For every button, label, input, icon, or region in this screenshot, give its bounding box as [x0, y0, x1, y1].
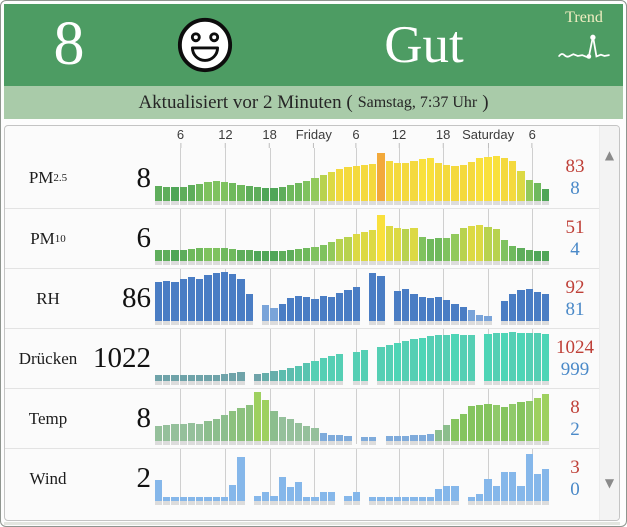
sparkline-chart-druecken — [153, 329, 551, 388]
metric-label-pm10: PM 10 — [30, 228, 66, 248]
metric-current-value-druecken: 1022 — [93, 342, 151, 374]
metric-minmax-rh: 92 81 — [551, 269, 599, 328]
time-tick: 18 — [262, 127, 277, 148]
status-label: Gut — [384, 16, 464, 74]
scroll-down-button[interactable]: ▼ — [604, 476, 615, 490]
metric-row-rh[interactable]: RH 86 92 81 — [5, 268, 599, 328]
smiley-face-icon — [176, 16, 234, 74]
metric-max-druecken: 1024 — [556, 336, 594, 358]
metric-current-value-rh: 86 — [122, 282, 151, 314]
time-tick: Saturday — [462, 127, 514, 148]
metric-label-rh: RH — [36, 288, 60, 308]
update-status-bar: Aktualisiert vor 2 Minuten ( Samstag, 7:… — [4, 86, 623, 119]
metric-current-value-temp: 8 — [136, 402, 152, 434]
metrics-panel: 6 12 18 Friday 6 12 18 Saturday 6 PM 2.5 8 83 8 PM 10 6… — [4, 125, 620, 521]
metrics-content: 6 12 18 Friday 6 12 18 Saturday 6 PM 2.5 8 83 8 PM 10 6… — [5, 126, 599, 520]
metric-current-value-pm10: 6 — [136, 222, 152, 254]
metric-label-temp: Temp — [28, 408, 68, 428]
sparkline-chart-pm10 — [153, 209, 551, 268]
metric-row-pm25[interactable]: PM 2.5 8 83 8 — [5, 148, 599, 208]
metric-minmax-pm10: 51 4 — [551, 209, 599, 268]
time-tick: 6 — [352, 127, 360, 148]
metric-row-pm10[interactable]: PM 10 6 51 4 — [5, 208, 599, 268]
metric-row-wind[interactable]: Wind 2 3 0 — [5, 448, 599, 508]
metric-label-druecken: Drücken — [18, 348, 78, 368]
aqi-value: 8 — [53, 10, 85, 78]
time-axis: 6 12 18 Friday 6 12 18 Saturday 6 — [153, 126, 551, 148]
updated-time: Samstag, 7:37 Uhr — [357, 93, 478, 111]
metric-min-druecken: 999 — [560, 358, 590, 380]
metric-current-value-pm25: 8 — [136, 161, 152, 194]
metric-label-pm25: PM 2.5 — [28, 168, 68, 187]
sparkline-chart-wind — [153, 449, 551, 508]
metric-max-wind: 3 — [570, 456, 580, 478]
trend-label: Trend — [565, 9, 603, 26]
updated-text: Aktualisiert vor 2 Minuten ( — [138, 91, 353, 113]
time-tick: 12 — [392, 127, 406, 148]
metric-minmax-pm25: 83 8 — [551, 148, 599, 208]
time-axis-row: 6 12 18 Friday 6 12 18 Saturday 6 — [5, 126, 599, 148]
metric-row-druecken[interactable]: Drücken 1022 1024 999 — [5, 328, 599, 388]
metric-max-pm25: 83 — [565, 156, 585, 177]
metric-row-temp[interactable]: Temp 8 8 2 — [5, 388, 599, 448]
time-tick: 6 — [529, 127, 536, 148]
sparkline-chart-temp — [153, 389, 551, 448]
metric-max-temp: 8 — [570, 396, 580, 418]
time-tick: 12 — [218, 127, 233, 148]
metric-min-temp: 2 — [570, 418, 580, 440]
metric-min-pm10: 4 — [570, 238, 580, 260]
trend-sparkline-icon — [558, 34, 610, 59]
metric-label-wind: Wind — [29, 468, 67, 488]
metric-min-wind: 0 — [570, 478, 580, 500]
sparkline-chart-pm25 — [153, 148, 551, 208]
sparkline-chart-rh — [153, 269, 551, 328]
metric-max-rh: 92 — [565, 276, 585, 298]
next-widget-peek — [4, 522, 620, 525]
metric-minmax-druecken: 1024 999 — [551, 329, 599, 388]
trend-button[interactable]: Trend — [549, 9, 619, 69]
metric-current-value-wind: 2 — [136, 462, 152, 494]
header: 8 Gut Trend — [4, 4, 623, 86]
scroll-up-button[interactable]: ▲ — [604, 148, 615, 162]
time-tick: 6 — [177, 127, 184, 148]
time-tick: Friday — [296, 127, 332, 148]
updated-text-close: ) — [482, 91, 489, 113]
scrollbar[interactable]: ▲ ▼ — [599, 126, 619, 520]
metric-max-pm10: 51 — [565, 216, 585, 238]
metric-min-rh: 81 — [565, 298, 585, 320]
metric-min-pm25: 8 — [570, 178, 580, 199]
time-tick: 18 — [436, 127, 450, 148]
